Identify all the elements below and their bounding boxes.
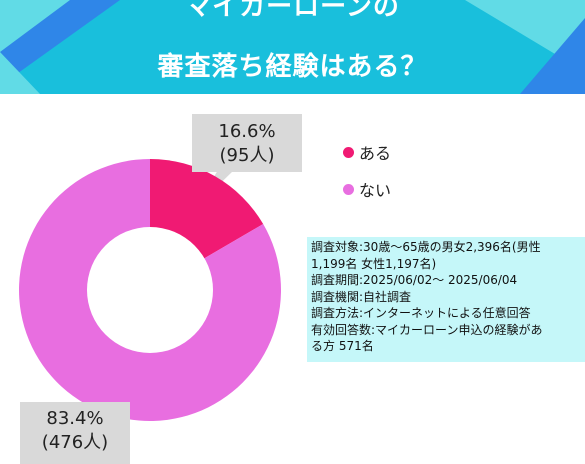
survey-info-box: 調査対象:30歳〜65歳の男女2,396名(男性 1,199名 女性1,197名…	[307, 237, 585, 362]
data-label-aru-count: (95人)	[219, 145, 275, 166]
survey-info-line: る方 571名	[311, 339, 374, 353]
donut-chart	[19, 159, 282, 422]
page-title-line-2: 審査落ち経験はある？	[157, 52, 428, 82]
survey-info-line: 有効回答数:マイカーローン申込の経験があ	[311, 322, 543, 337]
page-title-line-1: マイカーローンの	[185, 0, 400, 22]
legend-item-nai: ない	[343, 177, 391, 201]
legend-item-aru: ある	[343, 140, 391, 164]
legend-marker-nai	[343, 184, 354, 195]
legend-label-nai: ない	[359, 181, 392, 200]
data-label-nai-percent: 83.4%	[46, 408, 104, 429]
survey-info-line: 調査機関:自社調査	[311, 289, 412, 304]
header-banner: マイカーローンの 審査落ち経験はある？	[0, 0, 585, 94]
survey-info-line: 調査期間:2025/06/02〜 2025/06/04	[311, 273, 518, 287]
header-decoration	[0, 0, 585, 94]
legend-marker-aru	[343, 147, 354, 158]
data-label-nai-count: (476人)	[41, 432, 109, 453]
survey-info-line: 1,199名 女性1,197名)	[311, 256, 437, 271]
legend-label-aru: ある	[359, 144, 392, 163]
donut-hole	[87, 227, 213, 353]
survey-info-line: 調査方法:インターネットによる任意回答	[311, 306, 531, 320]
data-label-nai: 83.4% (476人)	[20, 402, 130, 464]
survey-info-line: 調査対象:30歳〜65歳の男女2,396名(男性	[311, 240, 541, 254]
data-label-aru-percent: 16.6%	[218, 121, 276, 142]
data-label-aru: 16.6% (95人)	[192, 114, 302, 172]
